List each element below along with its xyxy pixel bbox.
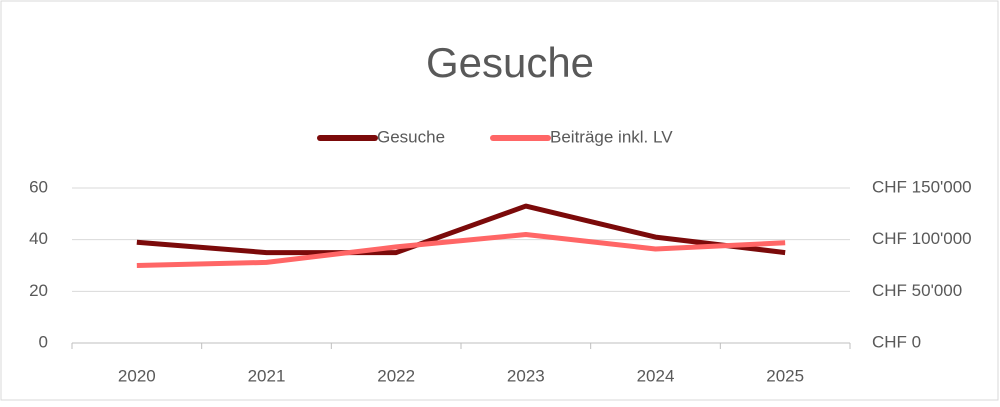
y-tick-label: 60 (29, 177, 48, 196)
legend-label: Beiträge inkl. LV (550, 127, 673, 146)
legend-label: Gesuche (377, 127, 445, 146)
x-tick-label: 2020 (118, 366, 156, 385)
y2-tick-label: CHF 50'000 (872, 281, 962, 300)
y2-tick-label: CHF 0 (872, 332, 921, 351)
y2-tick-label: CHF 100'000 (872, 229, 972, 248)
series-line (136, 232, 786, 268)
x-tick-label: 2023 (507, 366, 545, 385)
y-tick-label: 40 (29, 229, 48, 248)
x-tick-label: 2021 (248, 366, 286, 385)
y-tick-label: 0 (39, 332, 48, 351)
y2-tick-label: CHF 150'000 (872, 177, 972, 196)
series-line (136, 203, 786, 256)
chart-title: Gesuche (426, 39, 594, 86)
x-tick-label: 2025 (766, 366, 804, 385)
x-tick-label: 2024 (637, 366, 675, 385)
y-tick-label: 20 (29, 281, 48, 300)
x-tick-label: 2022 (377, 366, 415, 385)
